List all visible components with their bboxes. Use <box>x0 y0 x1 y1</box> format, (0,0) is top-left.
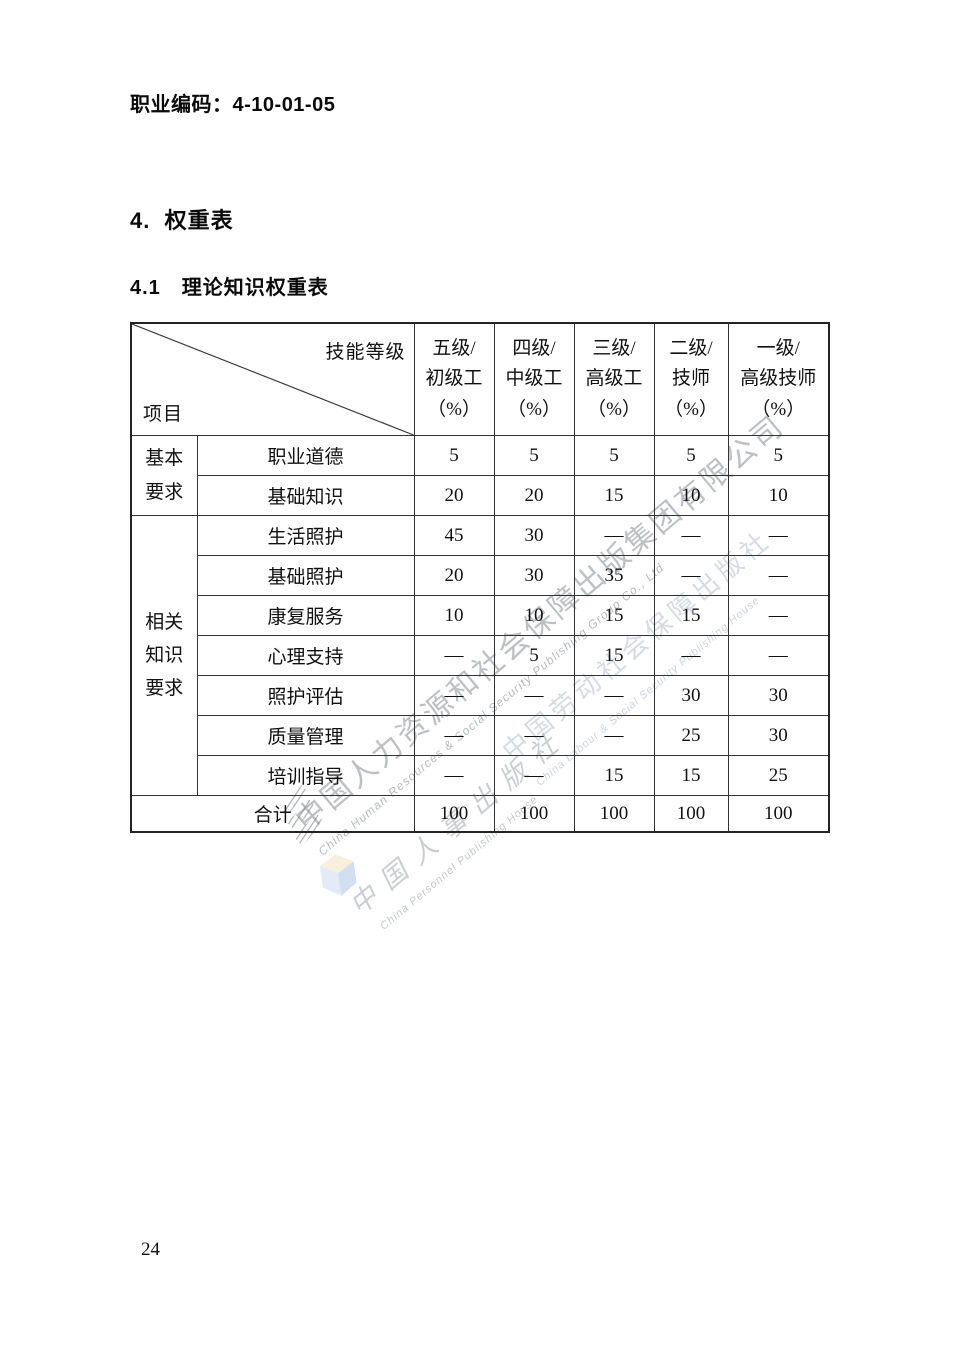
weight-cell: — <box>653 555 729 596</box>
theory-knowledge-weight-table: 技能等级 项目 五级/ 初级工 （%） 四级/ 中级工 （%） 三级/ 高级工 … <box>130 322 830 833</box>
row-label: 培训指导 <box>196 755 415 796</box>
total-cell: 100 <box>653 795 729 833</box>
row-label: 质量管理 <box>196 715 415 756</box>
total-cell: 100 <box>573 795 655 833</box>
weight-cell: — <box>727 595 830 636</box>
total-cell: 100 <box>493 795 575 833</box>
weight-cell: 30 <box>727 675 830 716</box>
section-title: 4. 权重表 <box>130 208 234 233</box>
weight-cell: 15 <box>573 475 655 516</box>
weight-cell: — <box>493 675 575 716</box>
weight-cell: 30 <box>653 675 729 716</box>
weight-cell: — <box>727 555 830 596</box>
table-row: 照护评估 — — — 30 30 <box>131 675 830 716</box>
weight-cell: — <box>573 675 655 716</box>
weight-cell: 15 <box>573 595 655 636</box>
weight-cell: 35 <box>573 555 655 596</box>
subsection-title: 4.1 理论知识权重表 <box>130 277 329 299</box>
weight-cell: — <box>653 515 729 556</box>
table-row: 基础知识 20 20 15 10 10 <box>131 475 830 516</box>
table-corner-cell: 技能等级 项目 <box>130 322 415 436</box>
row-label: 基础照护 <box>196 555 415 596</box>
weight-cell: — <box>727 635 830 676</box>
weight-cell: 10 <box>727 475 830 516</box>
weight-cell: 20 <box>413 475 495 516</box>
weight-cell: 5 <box>493 635 575 676</box>
weight-cell: 10 <box>493 595 575 636</box>
weight-cell: 5 <box>653 435 729 476</box>
column-header-level2: 二级/ 技师 （%） <box>653 322 729 436</box>
table-row: 康复服务 10 10 15 15 — <box>131 595 830 636</box>
column-header-level4: 四级/ 中级工 （%） <box>493 322 575 436</box>
weight-cell: 10 <box>413 595 495 636</box>
weight-cell: — <box>727 515 830 556</box>
table-row: 培训指导 — — 15 15 25 <box>131 755 830 796</box>
weight-cell: 30 <box>727 715 830 756</box>
weight-cell: — <box>413 675 495 716</box>
weight-cell: 20 <box>493 475 575 516</box>
table-header-row: 技能等级 项目 五级/ 初级工 （%） 四级/ 中级工 （%） 三级/ 高级工 … <box>130 322 830 436</box>
cube-logo-icon <box>314 849 363 907</box>
table-row: 相关 知识 要求 生活照护 45 30 — — — <box>130 515 830 796</box>
weight-cell: 15 <box>573 755 655 796</box>
weight-cell: — <box>413 755 495 796</box>
weight-cell: — <box>653 635 729 676</box>
table-row: 质量管理 — — — 25 30 <box>131 715 830 756</box>
weight-cell: 15 <box>653 595 729 636</box>
total-row-label: 合计 <box>130 795 415 833</box>
table-row: 基本 要求 职业道德 5 5 5 5 5 <box>130 435 830 516</box>
corner-label-skill-level: 技能等级 <box>325 342 406 363</box>
weight-cell: — <box>573 515 655 556</box>
weight-cell: — <box>413 715 495 756</box>
weight-cell: 5 <box>413 435 495 476</box>
row-group-basic-requirements: 基本 要求 <box>130 435 198 516</box>
row-label: 职业道德 <box>196 435 415 476</box>
weight-cell: — <box>493 755 575 796</box>
total-row: 合计 100 100 100 100 100 <box>130 795 830 833</box>
weight-cell: 25 <box>653 715 729 756</box>
weight-cell: 45 <box>413 515 495 556</box>
table-row: 基础照护 20 30 35 — — <box>131 555 830 596</box>
total-cell: 100 <box>727 795 830 833</box>
column-header-level5: 五级/ 初级工 （%） <box>413 322 495 436</box>
corner-label-item: 项目 <box>143 404 184 425</box>
row-label: 康复服务 <box>196 595 415 636</box>
weight-cell: — <box>573 715 655 756</box>
weight-cell: 10 <box>653 475 729 516</box>
page-number: 24 <box>141 1239 160 1260</box>
weight-cell: 30 <box>493 515 575 556</box>
occupation-code: 职业编码：4-10-01-05 <box>130 94 336 116</box>
weight-cell: — <box>493 715 575 756</box>
row-label: 心理支持 <box>196 635 415 676</box>
diagonal-divider-line <box>132 324 414 435</box>
weight-cell: 5 <box>727 435 830 476</box>
row-label: 生活照护 <box>196 515 415 556</box>
column-header-level1: 一级/ 高级技师 （%） <box>727 322 830 436</box>
row-group-related-knowledge: 相关 知识 要求 <box>130 515 198 796</box>
weight-cell: 30 <box>493 555 575 596</box>
row-label: 基础知识 <box>196 475 415 516</box>
weight-cell: 20 <box>413 555 495 596</box>
weight-cell: — <box>413 635 495 676</box>
column-header-level3: 三级/ 高级工 （%） <box>573 322 655 436</box>
weight-cell: 5 <box>573 435 655 476</box>
weight-cell: 25 <box>727 755 830 796</box>
total-cell: 100 <box>413 795 495 833</box>
row-label: 照护评估 <box>196 675 415 716</box>
table-row: 心理支持 — 5 15 — — <box>131 635 830 676</box>
weight-cell: 15 <box>653 755 729 796</box>
weight-cell: 15 <box>573 635 655 676</box>
weight-cell: 5 <box>493 435 575 476</box>
